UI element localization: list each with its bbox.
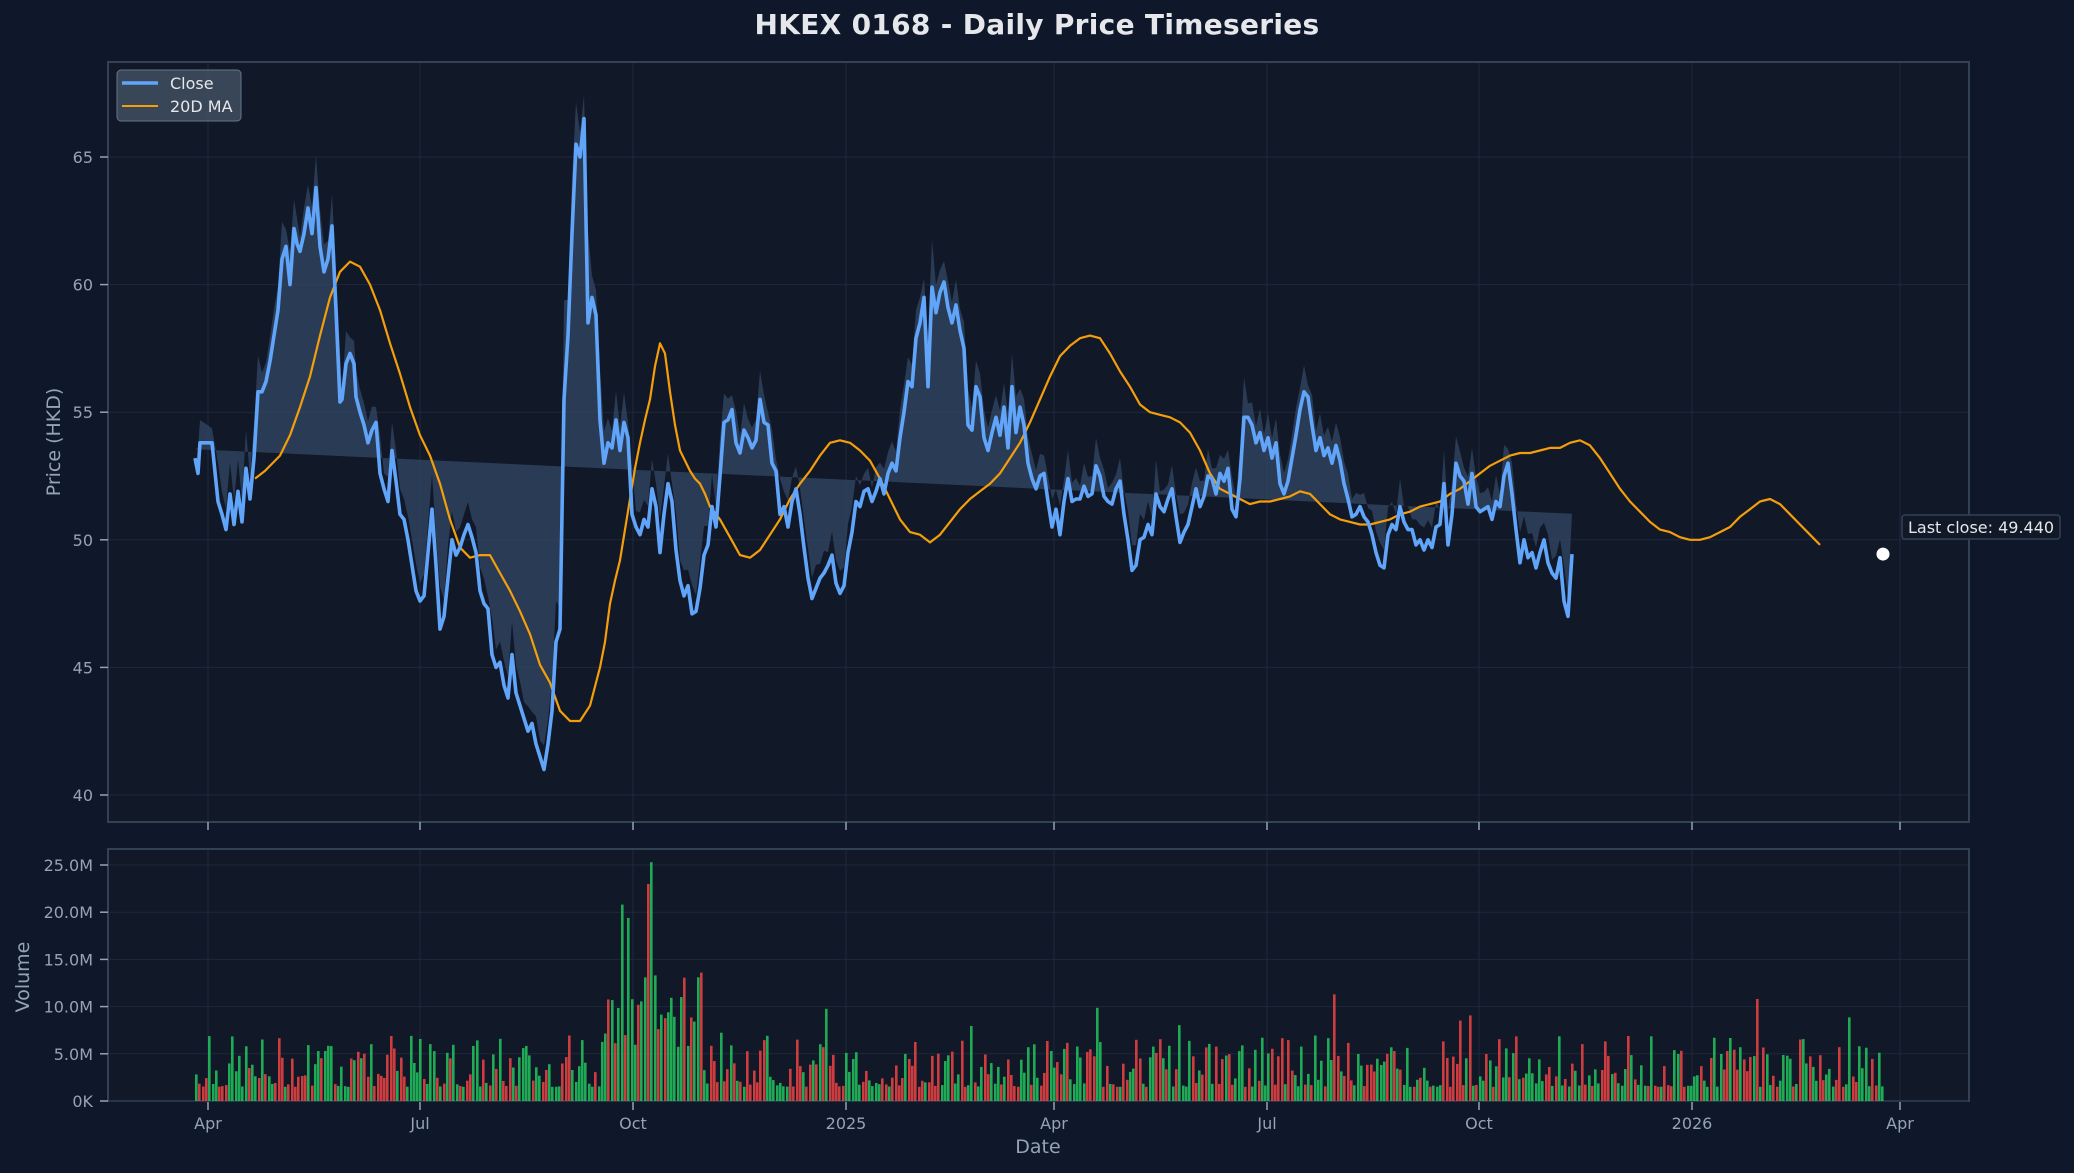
date-x-tick-label: Jul <box>409 1114 429 1133</box>
date-x-tick-label: 2026 <box>1672 1114 1713 1133</box>
volume-y-axis: 0K 5.0M 10.0M 15.0M 20.0M 25.0M <box>44 856 108 1111</box>
close-price-line <box>193 116 1574 772</box>
date-x-tick-label: 2025 <box>826 1114 867 1133</box>
price-y-axis-title: Price (HKD) <box>43 388 65 497</box>
price-y-tick-label: 45 <box>73 658 93 677</box>
date-x-axis: Apr Jul Oct 2025 Apr Jul Oct 2026 Apr <box>194 1102 1914 1133</box>
price-y-tick-label: 40 <box>73 786 93 805</box>
legend: Close 20D MA <box>116 69 242 122</box>
price-plot-area <box>107 61 1970 823</box>
price-x-axis <box>207 822 1901 830</box>
volume-y-tick-label: 15.0M <box>44 950 93 969</box>
last-close-marker[interactable] <box>1876 547 1890 561</box>
volume-y-tick-label: 25.0M <box>44 856 93 875</box>
ma-20d-line <box>254 260 1821 723</box>
price-y-axis: 40 45 50 55 60 65 <box>73 148 108 805</box>
close-range-band <box>195 95 1572 746</box>
date-x-tick-label: Apr <box>1886 1114 1914 1133</box>
price-y-tick-label: 55 <box>73 403 93 422</box>
date-x-tick-label: Apr <box>194 1114 222 1133</box>
volume-y-tick-label: 0K <box>72 1092 93 1111</box>
legend-ma-label: 20D MA <box>170 97 233 116</box>
price-y-tick-label: 60 <box>73 276 93 295</box>
date-x-tick-label: Jul <box>1256 1114 1276 1133</box>
volume-y-tick-label: 20.0M <box>44 903 93 922</box>
x-axis-title: Date <box>1015 1136 1060 1158</box>
date-x-tick-label: Oct <box>1465 1114 1493 1133</box>
volume-plot-area <box>107 848 1970 1102</box>
legend-close-label: Close <box>170 74 214 93</box>
price-y-tick-label: 65 <box>73 148 93 167</box>
volume-bars <box>195 862 1884 1101</box>
date-x-tick-label: Apr <box>1040 1114 1068 1133</box>
volume-y-tick-label: 10.0M <box>44 998 93 1017</box>
chart-title: HKEX 0168 - Daily Price Timeseries <box>754 8 1320 41</box>
price-y-tick-label: 50 <box>73 531 93 550</box>
svg-text:Last close: 49.440: Last close: 49.440 <box>1908 518 2054 537</box>
volume-y-tick-label: 5.0M <box>54 1045 93 1064</box>
date-x-tick-label: Oct <box>619 1114 647 1133</box>
volume-y-axis-title: Volume <box>12 942 34 1013</box>
last-close-annotation: Last close: 49.440 <box>1901 514 2061 540</box>
